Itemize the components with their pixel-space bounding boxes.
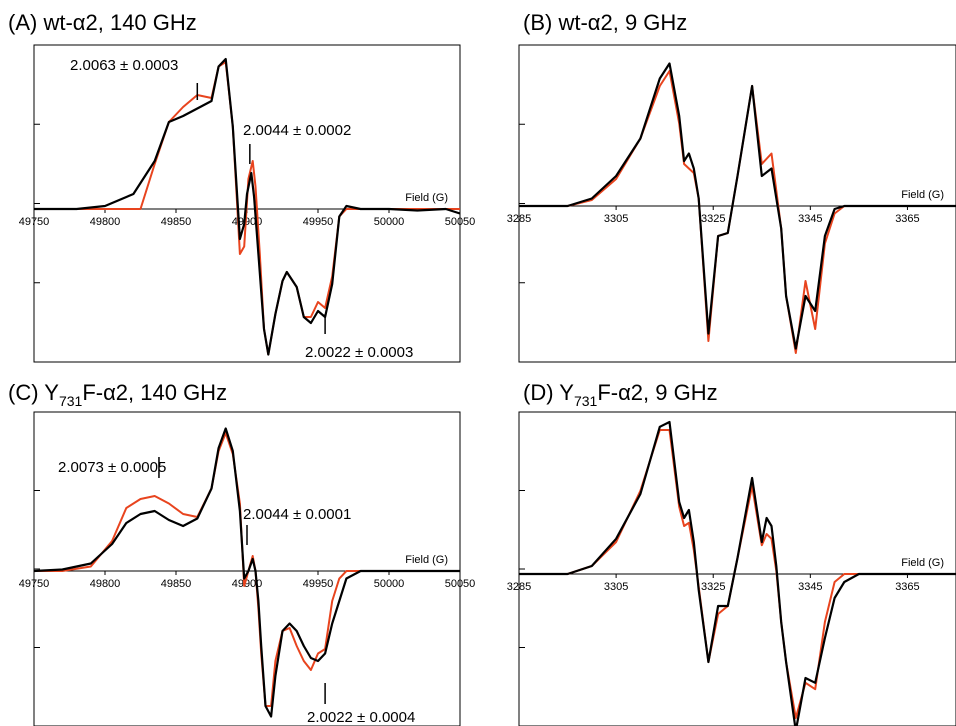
x-tick-label: 49950: [303, 216, 334, 228]
panel-b: 3285 3305 3325 3345 3365 Field (G) (B) wt-α2, …: [507, 10, 956, 363]
panel-title: (B) wt-α2, 9 GHz: [523, 10, 687, 35]
x-tick-label: 49750: [19, 578, 50, 590]
x-tick-label: 49900: [232, 578, 263, 590]
simulated-spectrum-line: [34, 61, 460, 356]
x-tick-label: 50050: [445, 216, 476, 228]
x-tick-label: 49950: [303, 578, 334, 590]
x-axis-label: Field (G): [901, 557, 944, 569]
x-tick-label: 3285: [507, 213, 531, 225]
x-tick-label: 3305: [604, 213, 628, 225]
panel-title: (D) Y731F-α2, 9 GHz: [523, 380, 718, 409]
experimental-spectrum-line: [519, 62, 956, 350]
x-tick-label: 50050: [445, 578, 476, 590]
experimental-spectrum-line: [34, 57, 461, 356]
plot-frame: [518, 44, 956, 363]
x-tick-label: 49850: [161, 578, 192, 590]
g-value-annotation: 2.0022 ± 0.0003: [305, 344, 413, 361]
panel-d: 3285 3305 3325 3345 3365 Field (G) (D) Y731F-α…: [507, 380, 956, 726]
x-tick-label: 49750: [19, 216, 50, 228]
g-value-annotation: 2.0063 ± 0.0003: [70, 57, 178, 74]
g-value-annotation: 2.0044 ± 0.0001: [243, 506, 351, 523]
x-tick-label: 49800: [90, 578, 121, 590]
x-tick-label: 3285: [507, 581, 531, 593]
g-value-annotation: 2.0073 ± 0.0005: [58, 459, 166, 476]
x-tick-label: 49850: [161, 216, 192, 228]
x-axis-label: Field (G): [405, 192, 448, 204]
x-tick-label: 3365: [895, 581, 919, 593]
x-tick-label: 3365: [895, 213, 919, 225]
x-tick-label: 3325: [701, 581, 725, 593]
x-tick-label: 3325: [701, 213, 725, 225]
x-tick-label: 3305: [604, 581, 628, 593]
x-tick-label: 3345: [798, 581, 822, 593]
x-tick-label: 49800: [90, 216, 121, 228]
simulated-spectrum-line: [519, 70, 956, 354]
x-axis-label: Field (G): [901, 189, 944, 201]
g-value-annotation: 2.0044 ± 0.0002: [243, 122, 351, 139]
panel-title: (A) wt-α2, 140 GHz: [8, 10, 197, 35]
x-tick-label: 50000: [374, 578, 405, 590]
panel-title: (C) Y731F-α2, 140 GHz: [8, 380, 227, 409]
simulated-spectrum-line: [519, 429, 956, 719]
experimental-spectrum-line: [33, 427, 460, 718]
x-tick-label: 3345: [798, 213, 822, 225]
x-tick-label: 50000: [374, 216, 405, 228]
panel-c: 49750 49800 49850 49900 49950 50000 50050 Field…: [8, 380, 475, 726]
x-axis-label: Field (G): [405, 554, 448, 566]
experimental-spectrum-line: [519, 420, 956, 726]
g-value-annotation: 2.0022 ± 0.0004: [307, 709, 415, 726]
panel-a: 49750 49800 49850 49900 49950 50000 50050Field…: [8, 10, 476, 363]
